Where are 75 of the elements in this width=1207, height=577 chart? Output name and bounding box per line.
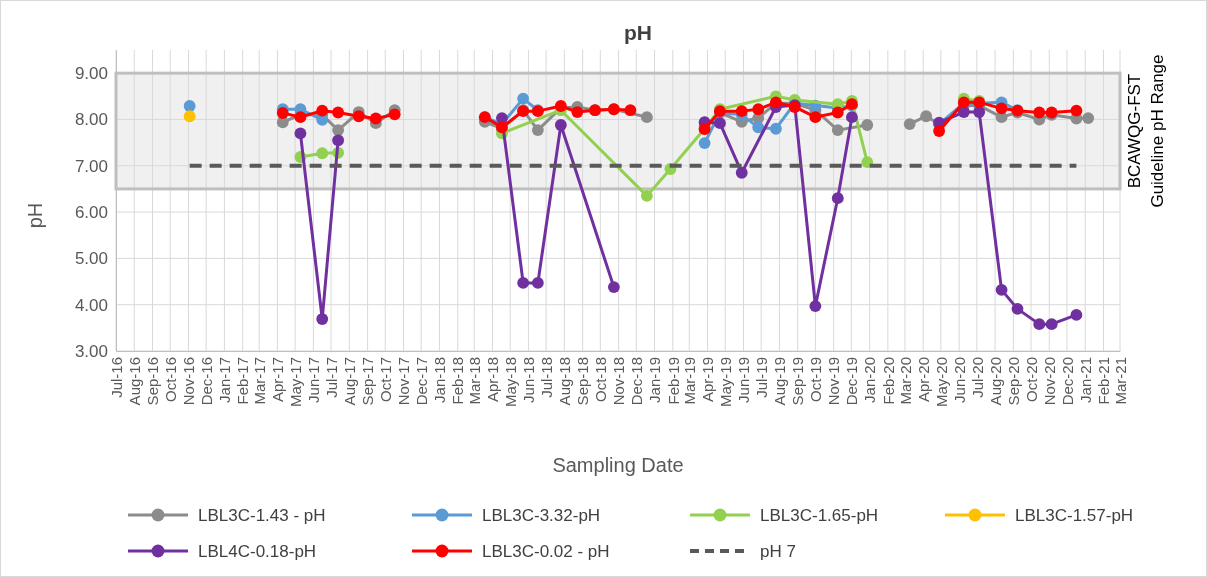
x-tick-label: Aug-20 <box>986 357 1004 406</box>
y-tick-label: 3.00 <box>74 341 108 361</box>
x-tick-label: Apr-18 <box>484 357 502 403</box>
x-tick-label: Aug-18 <box>556 357 574 406</box>
x-tick-label: Dec-20 <box>1058 357 1076 406</box>
x-tick-label: Feb-21 <box>1095 357 1113 405</box>
x-tick-label: Jun-20 <box>950 357 968 403</box>
x-tick-label: Jan-20 <box>861 357 879 403</box>
chart-title: pH <box>624 21 652 44</box>
x-tick-label: Apr-19 <box>699 357 717 403</box>
legend-label: LBL3C-1.57-pH <box>1015 505 1134 525</box>
x-tick-label: Nov-17 <box>395 357 413 406</box>
y-tick-label: 8.00 <box>74 110 108 130</box>
x-tick-label: Sep-18 <box>574 357 592 406</box>
x-tick-label: Feb-17 <box>234 357 252 405</box>
legend-label: LBL3C-1.65-pH <box>760 505 879 525</box>
x-tick-label: Dec-16 <box>197 357 215 406</box>
x-axis-title: Sampling Date <box>552 454 684 476</box>
x-tick-label: Mar-21 <box>1111 357 1129 405</box>
legend-label: pH 7 <box>760 541 796 561</box>
x-tick-label: Nov-20 <box>1041 357 1059 406</box>
y-tick-label: 9.00 <box>74 64 108 84</box>
legend-label: LBL3C-0.02 - pH <box>482 541 610 561</box>
x-tick-label: Jan-21 <box>1076 357 1094 403</box>
x-tick-label: Aug-17 <box>341 357 359 406</box>
y-tick-label: 4.00 <box>74 295 108 315</box>
y-tick-label: 6.00 <box>74 203 108 223</box>
x-tick-label: Oct-17 <box>377 357 395 403</box>
legend-label: LBL4C-0.18-pH <box>198 541 317 561</box>
x-tick-label: Nov-18 <box>610 357 628 406</box>
x-tick-label: Sep-20 <box>1005 357 1023 406</box>
x-tick-label: Dec-19 <box>843 357 861 406</box>
band-label: BCAWQG-FST Guideline pH Range <box>1125 54 1167 208</box>
x-tick-label: Feb-20 <box>879 357 897 405</box>
x-tick-label: Jun-18 <box>520 357 538 403</box>
y-tick-label: 7.00 <box>74 156 108 176</box>
legend-label: LBL3C-1.43 - pH <box>198 505 326 525</box>
x-tick-label: Aug-16 <box>126 357 144 406</box>
x-tick-label: Oct-18 <box>592 357 610 403</box>
x-tick-label: May-19 <box>716 357 734 408</box>
y-tick-label: 5.00 <box>74 249 108 269</box>
x-tick-label: Nov-16 <box>180 357 198 406</box>
x-tick-label: Sep-16 <box>144 357 162 406</box>
x-tick-label: Jul-16 <box>107 357 125 398</box>
x-tick-label: Apr-17 <box>269 357 287 403</box>
x-tick-label: Jun-19 <box>735 357 753 403</box>
x-tick-label: Jul-18 <box>537 357 555 398</box>
legend-label: LBL3C-3.32-pH <box>482 505 601 525</box>
x-tick-label: Aug-19 <box>771 357 789 406</box>
x-tick-label: Mar-19 <box>681 357 699 405</box>
x-tick-label: Mar-17 <box>250 357 268 405</box>
x-tick-label: Dec-18 <box>628 357 646 406</box>
x-tick-label: Jan-17 <box>216 357 234 403</box>
x-tick-label: Dec-17 <box>412 357 430 406</box>
x-tick-label: Oct-20 <box>1022 357 1040 403</box>
x-tick-label: Sep-17 <box>359 357 377 406</box>
x-tick-label: Jun-17 <box>305 357 323 403</box>
x-tick-label: Jan-19 <box>646 357 664 403</box>
x-tick-label: May-17 <box>286 357 304 408</box>
x-tick-label: Jan-18 <box>431 357 449 403</box>
x-tick-label: Nov-19 <box>825 357 843 406</box>
y-axis-title: pH <box>24 202 46 229</box>
x-tick-label: Sep-19 <box>789 357 807 406</box>
x-tick-label: Feb-19 <box>664 357 682 405</box>
x-tick-label: Oct-19 <box>807 357 825 403</box>
x-tick-label: Mar-20 <box>896 357 914 405</box>
x-tick-label: Oct-16 <box>161 357 179 403</box>
x-tick-label: Jul-19 <box>752 357 770 398</box>
x-tick-label: Mar-18 <box>465 357 483 405</box>
x-tick-label: Jul-20 <box>968 357 986 398</box>
x-tick-label: May-20 <box>932 357 950 408</box>
x-tick-label: Jul-17 <box>322 357 340 398</box>
x-tick-label: Apr-20 <box>914 357 932 403</box>
x-tick-label: Feb-18 <box>449 357 467 405</box>
x-tick-label: May-18 <box>501 357 519 408</box>
